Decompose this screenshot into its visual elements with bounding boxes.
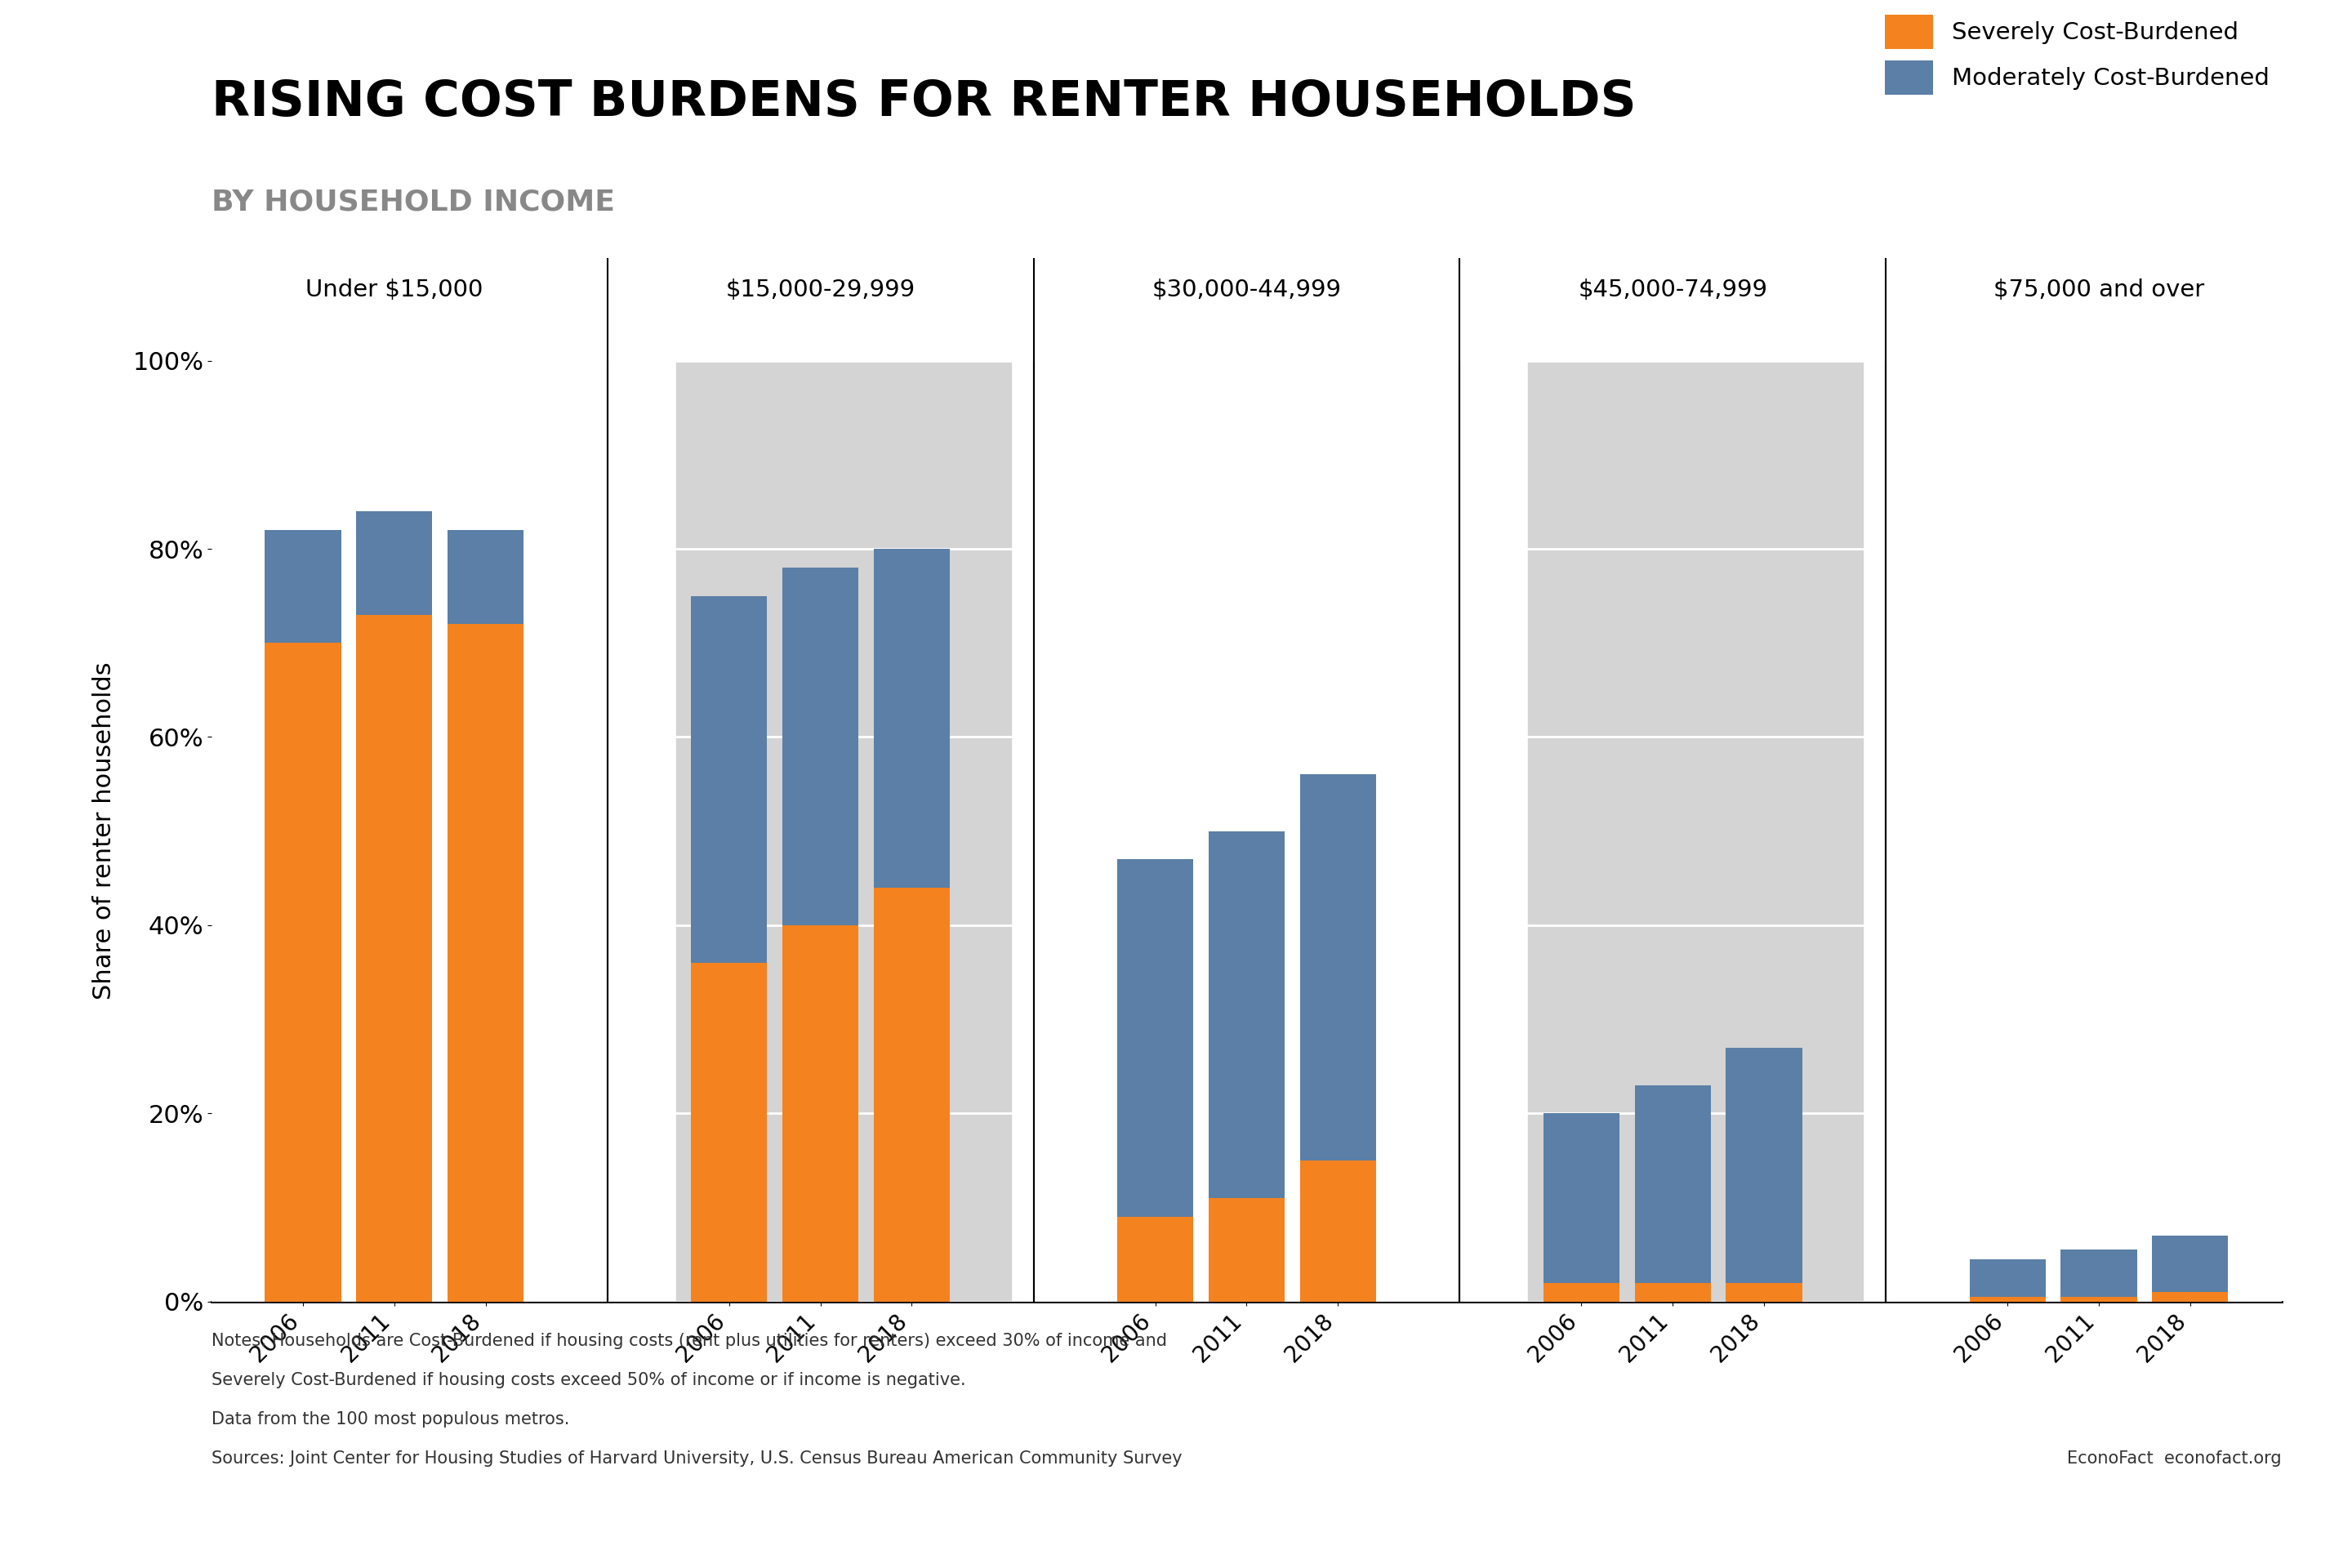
Bar [691,596,767,963]
Text: Severely Cost-Burdened if housing costs exceed 50% of income or if income is neg: Severely Cost-Burdened if housing costs … [212,1372,967,1388]
Legend: Severely Cost-Burdened, Moderately Cost-Burdened: Severely Cost-Burdened, Moderately Cost-… [1886,16,2270,94]
Bar [447,530,524,624]
Bar [1117,1217,1192,1301]
Text: RISING COST BURDENS FOR RENTER HOUSEHOLDS: RISING COST BURDENS FOR RENTER HOUSEHOLD… [212,78,1637,127]
Bar [2152,1292,2227,1301]
Bar [266,530,341,643]
Text: $45,000-74,999: $45,000-74,999 [1578,279,1766,301]
Text: BY HOUSEHOLD INCOME: BY HOUSEHOLD INCOME [212,188,616,216]
Bar [1529,361,1863,1301]
Bar [355,511,433,615]
Text: $30,000-44,999: $30,000-44,999 [1152,279,1341,301]
Bar [2152,1236,2227,1292]
Bar [1543,1283,1621,1301]
Bar [1726,1283,1802,1301]
Text: Under $15,000: Under $15,000 [306,279,482,301]
Bar [873,549,950,887]
Bar [1209,1198,1284,1301]
Text: Sources: Joint Center for Housing Studies of Harvard University, U.S. Census Bur: Sources: Joint Center for Housing Studie… [212,1450,1183,1466]
Text: Data from the 100 most populous metros.: Data from the 100 most populous metros. [212,1411,569,1427]
Text: EconoFact  econofact.org: EconoFact econofact.org [2067,1450,2281,1466]
Bar [2060,1297,2138,1301]
Bar [1301,1160,1376,1301]
Bar [447,624,524,1301]
Y-axis label: Share of renter households: Share of renter households [92,662,115,1000]
Bar [266,643,341,1301]
Text: Notes: Households are Cost-Burdened if housing costs (rent plus utilities for re: Notes: Households are Cost-Burdened if h… [212,1333,1167,1348]
Bar [783,568,858,925]
Bar [691,963,767,1301]
Bar [1969,1297,2046,1301]
Bar [1301,775,1376,1160]
Bar [1543,1113,1621,1283]
Bar [1726,1047,1802,1283]
Text: $15,000-29,999: $15,000-29,999 [727,279,915,301]
Bar [1635,1085,1710,1283]
Bar [873,887,950,1301]
Bar [2060,1250,2138,1297]
Bar [1635,1283,1710,1301]
Bar [1117,859,1192,1217]
Bar [783,925,858,1301]
Bar [355,615,433,1301]
Bar [1209,831,1284,1198]
Text: $75,000 and over: $75,000 and over [1994,279,2204,301]
Bar [675,361,1011,1301]
Bar [1969,1259,2046,1297]
